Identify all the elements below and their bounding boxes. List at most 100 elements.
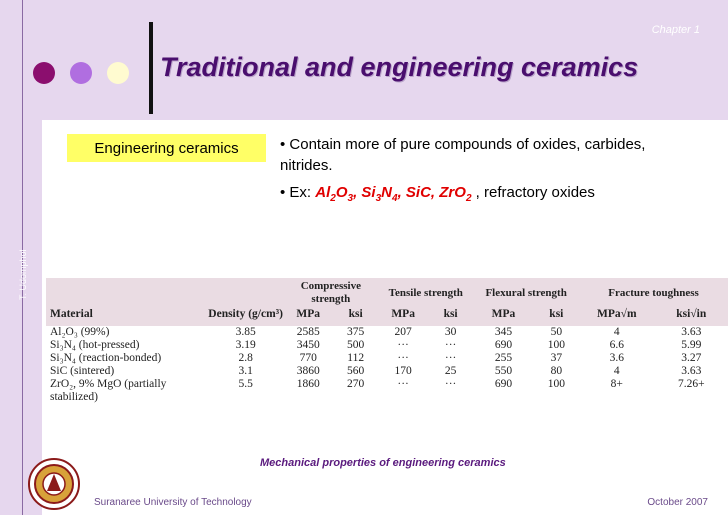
decorative-dot-3	[107, 62, 129, 84]
formula-item: Si3N4,	[361, 184, 406, 204]
header-flex-ksi: ksi	[533, 306, 579, 323]
header-compressive-strength: Compressive strength	[283, 278, 379, 306]
footer-date: October 2007	[647, 497, 708, 508]
cell-frac-mpa	[579, 391, 655, 404]
bullet-2-suffix: , refractory oxides	[471, 184, 595, 201]
title-divider	[149, 22, 153, 114]
formula-part: 2	[330, 193, 336, 204]
cell-comp-mpa: 3860	[296, 365, 320, 377]
cell-flex-ksi: 37	[550, 352, 563, 364]
cell-frac-ksi: 5.99	[681, 339, 702, 351]
formula-part: O	[335, 184, 348, 201]
cell-flex-ksi: 80	[550, 365, 563, 377]
cell-frac-mpa: 6.6	[609, 339, 624, 351]
cell-flex-ksi: 100	[547, 378, 565, 390]
bullet-1: • Contain more of pure compounds of oxid…	[280, 136, 646, 174]
formula-item: Al2O3,	[315, 184, 362, 204]
cell-comp-ksi: 112	[347, 352, 365, 364]
cell-material: stabilized)	[50, 391, 98, 403]
decorative-dot-2	[70, 62, 92, 84]
cell-flex-mpa: 690	[494, 378, 513, 390]
formula-part: ZrO	[439, 184, 466, 201]
cell-frac-ksi: 7.26+	[677, 378, 705, 390]
cell-ten-ksi: ···	[444, 378, 457, 390]
header-material: Material	[46, 306, 208, 323]
decorative-dot-1	[33, 62, 55, 84]
cell-flex-ksi: 50	[550, 326, 563, 338]
cell-density: 3.19	[235, 339, 256, 351]
cell-frac-ksi: 3.63	[681, 326, 702, 338]
cell-material: Si₃N₄ (hot-pressed)	[50, 339, 140, 351]
table-row: Al₂O₃ (99%) 3.85 2585 375 207 30 345 50 4 3.63	[46, 326, 728, 339]
table-row: Si₃N₄ (reaction-bonded) 2.8 770 112 ··· ··· 25…	[46, 352, 728, 365]
cell-comp-ksi: 375	[347, 326, 365, 338]
header-band	[0, 0, 728, 120]
cell-ten-ksi: 30	[444, 326, 457, 338]
cell-density	[208, 391, 284, 404]
mechanical-properties-table: Compressive strength Tensile strength Fl…	[46, 278, 728, 404]
cell-ten-ksi: ···	[444, 339, 457, 351]
cell-frac-ksi: 3.27	[681, 352, 702, 364]
university-seal-icon	[28, 458, 80, 510]
table-row: Si₃N₄ (hot-pressed) 3.19 3450 500 ··· ··· 690 1…	[46, 339, 728, 352]
cell-flex-mpa: 550	[494, 365, 513, 377]
cell-flex-ksi	[534, 391, 579, 404]
formula-part: Al	[315, 184, 331, 201]
formula-part: ,	[397, 184, 406, 201]
properties-table-area: Compressive strength Tensile strength Fl…	[46, 278, 728, 418]
cell-flex-mpa	[473, 391, 533, 404]
slide-title: Traditional and engineering ceramics	[160, 52, 639, 82]
cell-ten-mpa: ···	[397, 339, 409, 351]
header-frac-ksi: ksi√in	[654, 306, 728, 323]
formula-list: Al2O3, Si3N4, SiC, ZrO2	[315, 184, 472, 204]
cell-density: 5.5	[238, 378, 253, 390]
cell-ten-ksi: ···	[444, 352, 457, 364]
cell-ten-mpa	[378, 391, 428, 404]
table-row: SiC (sintered) 3.1 3860 560 170 25 550 80 4 3.63	[46, 365, 728, 378]
header-density: Density (g/cm³)	[207, 306, 284, 323]
cell-comp-ksi: 270	[347, 378, 365, 390]
formula-part: 3	[375, 193, 382, 204]
cell-frac-mpa: 4	[613, 365, 620, 377]
cell-comp-mpa: 2585	[296, 326, 320, 338]
cell-ten-mpa: 207	[394, 326, 412, 338]
cell-flex-mpa: 690	[494, 339, 513, 351]
cell-material: ZrO₂, 9% MgO (partially	[50, 378, 167, 390]
cell-frac-ksi: 3.63	[681, 365, 702, 377]
cell-frac-mpa: 3.6	[609, 352, 624, 364]
left-band	[0, 120, 42, 515]
cell-frac-mpa: 8+	[610, 378, 623, 390]
cell-ten-mpa: ···	[397, 352, 409, 364]
cell-density: 3.85	[235, 326, 256, 338]
author-vertical-text: T. Udomphol	[18, 249, 28, 300]
formula-item: SiC,	[406, 184, 439, 201]
cell-comp-ksi	[333, 391, 378, 404]
table-row: ZrO₂, 9% MgO (partially 5.5 1860 270 ··· ··· 6…	[46, 378, 728, 391]
cell-ten-ksi: 25	[444, 365, 457, 377]
cell-comp-ksi: 560	[347, 365, 365, 377]
formula-part: 4	[392, 193, 398, 204]
header-ten-mpa: MPa	[378, 306, 428, 323]
cell-ten-mpa: ···	[397, 378, 409, 390]
cell-material: SiC (sintered)	[50, 365, 115, 377]
formula-part: 2	[465, 193, 472, 204]
formula-part: ,	[353, 184, 362, 201]
cell-ten-mpa: 170	[394, 365, 412, 377]
header-tensile-strength: Tensile strength	[378, 278, 474, 306]
cell-comp-mpa: 3450	[296, 339, 320, 351]
header-comp-mpa: MPa	[283, 306, 334, 323]
bullet-2: • Ex: Al2O3, Si3N4, SiC, ZrO2 , refracto…	[280, 182, 700, 209]
cell-comp-mpa: 770	[299, 352, 317, 364]
formula-part: N	[381, 184, 392, 201]
formula-part: Si	[361, 184, 376, 201]
table-row: stabilized)	[46, 391, 728, 404]
header-ten-ksi: ksi	[427, 306, 474, 323]
cell-flex-mpa: 255	[494, 352, 513, 364]
formula-item: ZrO2	[439, 184, 472, 204]
footer-university: Suranaree University of Technology	[94, 497, 252, 508]
chapter-label: Chapter 1	[651, 24, 700, 36]
cell-material: Al₂O₃ (99%)	[50, 326, 110, 338]
bullet-2-prefix: • Ex:	[280, 184, 316, 201]
cell-density: 3.1	[238, 365, 253, 377]
cell-comp-mpa	[283, 391, 333, 404]
